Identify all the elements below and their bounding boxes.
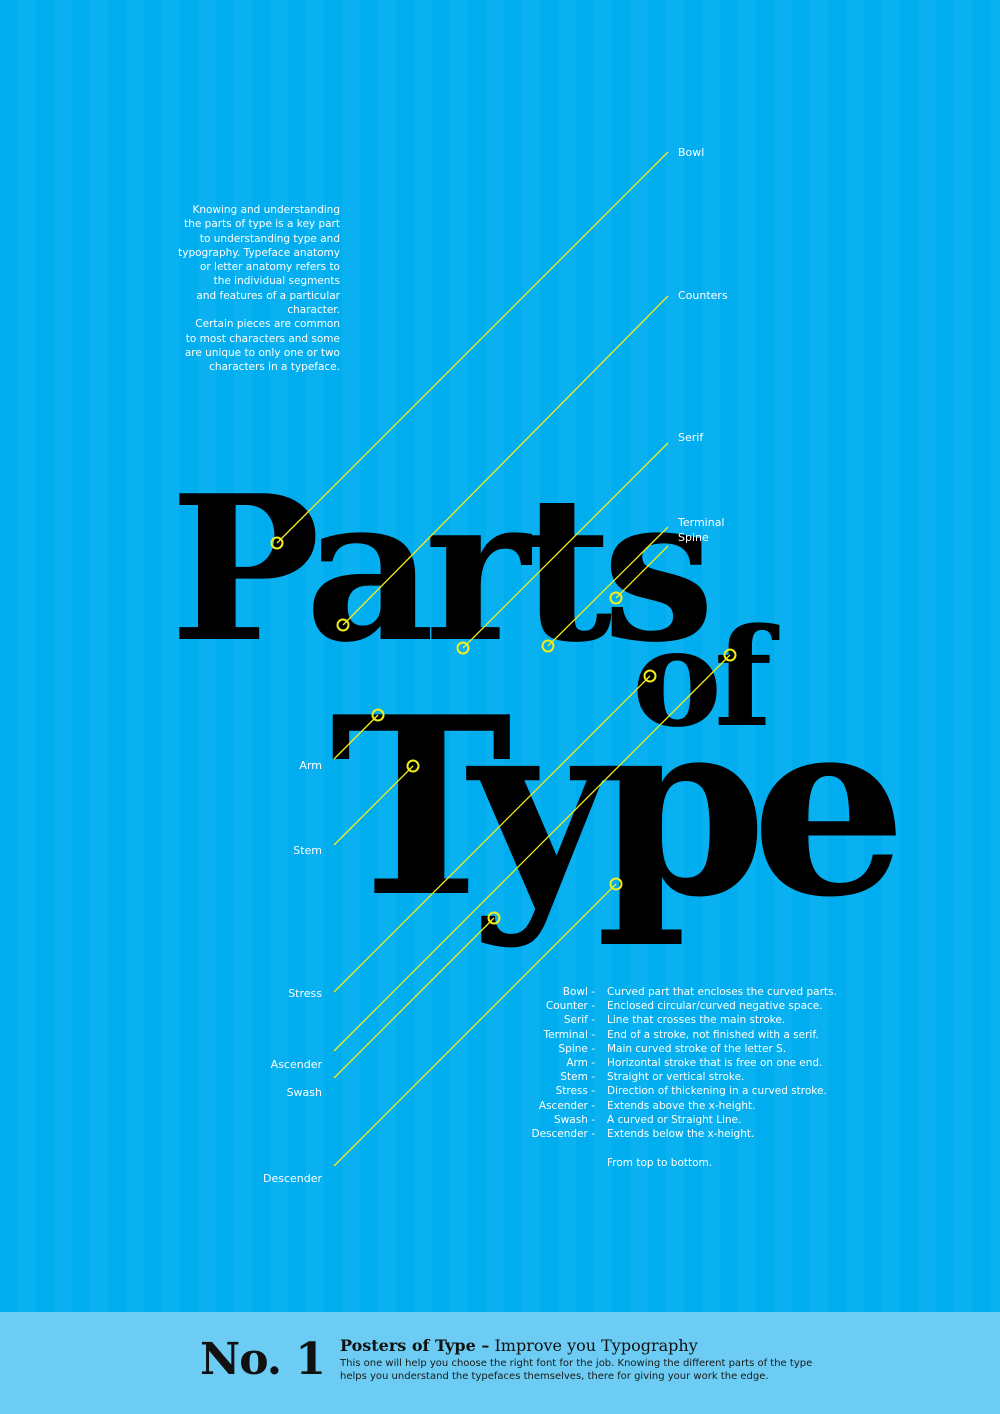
leader-lines	[270, 151, 737, 1167]
marker-arm	[371, 708, 385, 722]
leader-line-stem	[333, 765, 414, 846]
legend-definition: Direction of thickening in a curved stro…	[607, 1085, 827, 1098]
leader-line-spine	[615, 545, 669, 599]
marker-terminal	[541, 639, 555, 653]
leader-line-swash	[333, 917, 495, 1079]
label-swash: Swash	[286, 1086, 322, 1099]
legend-definition: Line that crosses the main stroke.	[607, 1014, 786, 1027]
series-number: No. 1	[200, 1334, 326, 1385]
label-spine: Spine	[678, 531, 709, 544]
legend-definition: A curved or Straight Line.	[607, 1113, 742, 1126]
leader-line-arm	[333, 714, 379, 760]
series-title: Posters of Type – Improve you Typography	[340, 1336, 698, 1355]
leader-line-serif	[462, 442, 669, 649]
legend-definition: End of a stroke, not finished with a ser…	[607, 1028, 819, 1041]
marker-swash	[487, 911, 501, 925]
marker-descender	[609, 877, 623, 891]
marker-spine	[609, 591, 623, 605]
marker-counters	[336, 618, 350, 632]
background-stripes	[0, 0, 1000, 1312]
legend-definition: Extends above the x-height.	[607, 1099, 756, 1112]
legend-term: Bowl -	[562, 986, 595, 998]
leader-line-descender	[333, 883, 617, 1167]
legend-definition: Curved part that encloses the curved par…	[607, 986, 837, 998]
leader-line-ascender	[333, 654, 731, 1052]
legend-term: Arm -	[566, 1056, 595, 1069]
marker-stress	[643, 669, 657, 683]
label-terminal: Terminal	[678, 516, 725, 529]
label-counters: Counters	[678, 289, 728, 302]
legend-term: Stress -	[555, 1085, 595, 1098]
intro-paragraph: Knowing and understanding the parts of t…	[178, 204, 340, 374]
marker-stem	[406, 759, 420, 773]
legend-term: Terminal -	[543, 1028, 595, 1041]
leader-line-counters	[342, 295, 669, 626]
label-stem: Stem	[293, 844, 322, 857]
label-ascender: Ascender	[270, 1058, 322, 1071]
legend-term: Counter -	[545, 1000, 595, 1013]
legend-term: Ascender -	[538, 1099, 595, 1112]
legend-term: Swash -	[554, 1113, 595, 1126]
leader-line-bowl	[276, 151, 669, 544]
legend-note: From top to bottom.	[607, 1157, 713, 1169]
legend-term: Spine -	[558, 1042, 596, 1055]
leader-line-stress	[333, 675, 651, 993]
label-arm: Arm	[299, 759, 322, 772]
legend-definition: Main curved stroke of the letter S.	[607, 1042, 787, 1055]
label-bowl: Bowl	[678, 146, 705, 159]
label-serif: Serif	[678, 431, 704, 444]
legend-definition: Extends below the x-height.	[607, 1127, 755, 1140]
label-descender: Descender	[262, 1172, 322, 1185]
marker-ascender	[723, 648, 737, 662]
leader-line-terminal	[547, 526, 669, 647]
legend-term: Serif -	[563, 1014, 595, 1027]
headline-word-parts: Parts	[170, 452, 715, 687]
legend-term: Descender -	[531, 1127, 595, 1140]
series-title-bold: Posters of Type –	[340, 1336, 490, 1355]
footer-band: No. 1 Posters of Type – Improve you Typo…	[0, 1312, 1000, 1414]
legend-definition: Straight or vertical stroke.	[607, 1071, 745, 1084]
marker-bowl	[270, 536, 284, 550]
legend-definition: Enclosed circular/curved negative space.	[607, 1000, 823, 1013]
label-stress: Stress	[288, 987, 322, 1000]
legend-definition: Horizontal stroke that is free on one en…	[607, 1056, 823, 1069]
marker-serif	[456, 641, 470, 655]
legend-term: Stem -	[560, 1071, 595, 1084]
series-title-rest: Improve you Typography	[489, 1336, 698, 1355]
series-description: This one will help you choose the right …	[340, 1358, 813, 1382]
